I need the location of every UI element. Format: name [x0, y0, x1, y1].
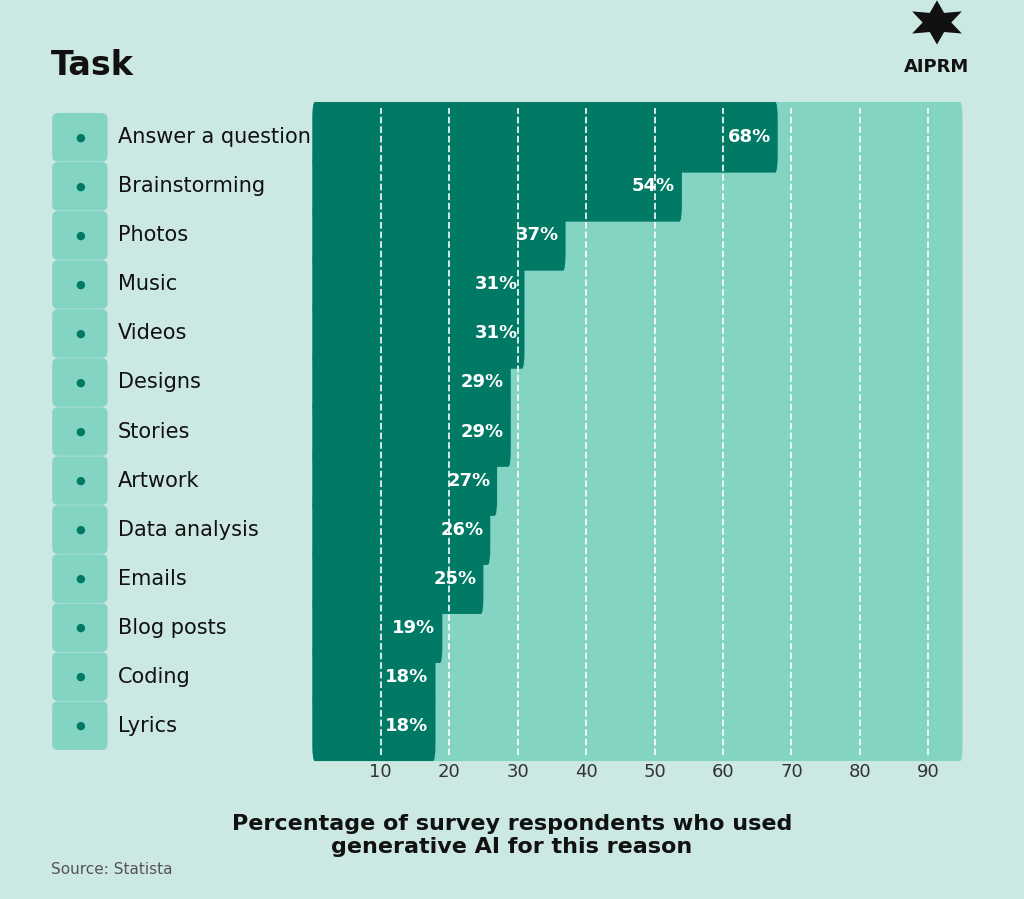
Text: Coding: Coding: [118, 667, 190, 687]
Text: Percentage of survey respondents who used
generative AI for this reason: Percentage of survey respondents who use…: [231, 814, 793, 857]
Text: ●: ●: [75, 721, 85, 731]
Text: Stories: Stories: [118, 422, 190, 441]
FancyBboxPatch shape: [312, 543, 483, 614]
FancyBboxPatch shape: [312, 102, 777, 173]
Text: 29%: 29%: [461, 373, 504, 391]
FancyBboxPatch shape: [312, 200, 565, 271]
FancyBboxPatch shape: [312, 200, 963, 271]
FancyBboxPatch shape: [312, 445, 497, 516]
FancyBboxPatch shape: [312, 396, 963, 467]
Text: 37%: 37%: [515, 227, 559, 245]
Text: ●: ●: [75, 280, 85, 289]
Text: 54%: 54%: [632, 177, 675, 195]
FancyBboxPatch shape: [312, 592, 963, 663]
Text: Data analysis: Data analysis: [118, 520, 258, 539]
FancyBboxPatch shape: [312, 641, 963, 712]
FancyBboxPatch shape: [312, 494, 490, 565]
Text: ●: ●: [75, 672, 85, 681]
Text: AIPRM: AIPRM: [904, 58, 970, 76]
Text: Answer a question: Answer a question: [118, 128, 310, 147]
Text: ●: ●: [75, 182, 85, 191]
Text: ●: ●: [75, 328, 85, 338]
Text: Videos: Videos: [118, 324, 187, 343]
FancyBboxPatch shape: [312, 151, 963, 222]
Text: ●: ●: [75, 426, 85, 437]
Text: Music: Music: [118, 274, 177, 294]
FancyBboxPatch shape: [312, 151, 682, 222]
Text: ●: ●: [75, 525, 85, 535]
Text: Task: Task: [51, 49, 134, 83]
Text: ●: ●: [75, 230, 85, 240]
FancyBboxPatch shape: [312, 445, 963, 516]
Text: 68%: 68%: [728, 129, 771, 147]
FancyBboxPatch shape: [312, 494, 963, 565]
Text: Blog posts: Blog posts: [118, 618, 226, 637]
FancyBboxPatch shape: [312, 543, 963, 614]
Text: Emails: Emails: [118, 569, 186, 589]
FancyBboxPatch shape: [312, 347, 963, 418]
Text: 25%: 25%: [433, 570, 476, 588]
FancyBboxPatch shape: [312, 102, 963, 173]
Text: Photos: Photos: [118, 226, 187, 245]
Text: 19%: 19%: [392, 619, 435, 636]
Text: 26%: 26%: [440, 521, 483, 539]
FancyBboxPatch shape: [312, 592, 442, 663]
FancyBboxPatch shape: [312, 298, 524, 369]
Text: Artwork: Artwork: [118, 470, 200, 491]
FancyBboxPatch shape: [312, 690, 435, 761]
Text: ●: ●: [75, 132, 85, 142]
FancyBboxPatch shape: [312, 690, 963, 761]
Text: Designs: Designs: [118, 372, 201, 393]
Text: ●: ●: [75, 476, 85, 485]
FancyBboxPatch shape: [312, 396, 511, 467]
Text: Lyrics: Lyrics: [118, 716, 177, 735]
Text: 29%: 29%: [461, 423, 504, 441]
Text: 27%: 27%: [447, 472, 490, 490]
Text: Brainstorming: Brainstorming: [118, 176, 265, 196]
Text: 31%: 31%: [474, 325, 518, 343]
FancyBboxPatch shape: [312, 249, 524, 320]
Text: ●: ●: [75, 378, 85, 387]
FancyBboxPatch shape: [312, 347, 511, 418]
FancyBboxPatch shape: [312, 641, 435, 712]
Text: 31%: 31%: [474, 275, 518, 293]
FancyBboxPatch shape: [312, 249, 963, 320]
Text: 18%: 18%: [385, 668, 429, 686]
Text: 18%: 18%: [385, 717, 429, 734]
Text: Source: Statista: Source: Statista: [51, 861, 173, 877]
FancyBboxPatch shape: [312, 298, 963, 369]
Text: ●: ●: [75, 574, 85, 583]
Text: ●: ●: [75, 623, 85, 633]
